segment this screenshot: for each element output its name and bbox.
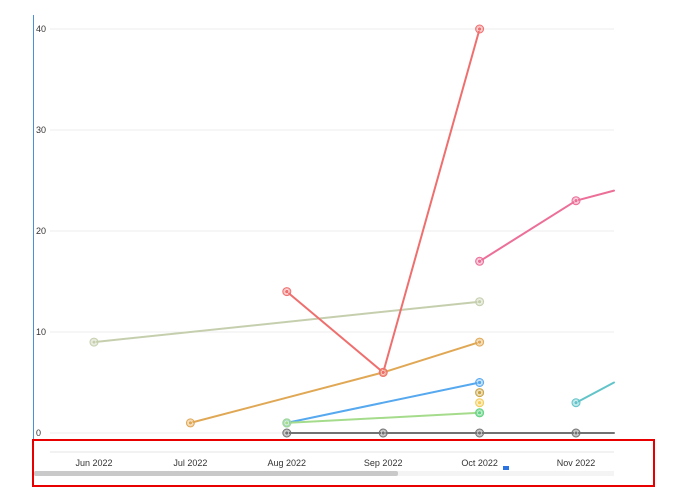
y-tick-label: 10 — [36, 327, 46, 337]
x-tick-label: Sep 2022 — [364, 458, 403, 468]
data-point[interactable] — [477, 299, 482, 304]
data-point[interactable] — [573, 198, 579, 203]
data-point[interactable] — [284, 289, 290, 294]
data-point[interactable] — [477, 26, 482, 32]
x-tick-label: Jun 2022 — [75, 458, 112, 468]
x-tick-label: Jul 2022 — [173, 458, 207, 468]
x-axis-ticks: Jun 2022 Jul 2022 Aug 2022 Sep 2022 Oct 2022… — [75, 458, 595, 468]
series-line-0 — [93, 300, 481, 344]
data-point[interactable] — [573, 430, 579, 436]
horizontal-scrollbar[interactable] — [34, 471, 614, 476]
series-line-6 — [478, 189, 615, 263]
data-point[interactable] — [477, 410, 482, 416]
grid-lines — [50, 28, 614, 453]
x-axis-highlight-box — [32, 439, 655, 487]
series-line-7 — [575, 381, 615, 404]
y-tick-label: 40 — [36, 24, 46, 34]
data-point[interactable] — [477, 400, 482, 405]
range-marker[interactable] — [503, 466, 509, 470]
data-point[interactable] — [188, 420, 193, 426]
y-tick-label: 0 — [36, 428, 41, 438]
y-axis-ticks: 0 10 20 30 40 — [36, 24, 46, 438]
x-tick-label: Nov 2022 — [557, 458, 596, 468]
data-point[interactable] — [477, 390, 482, 395]
y-tick-label: 20 — [36, 226, 46, 236]
data-point[interactable] — [477, 380, 482, 385]
scrollbar-thumb[interactable] — [34, 471, 398, 476]
x-tick-label: Oct 2022 — [461, 458, 498, 468]
data-point[interactable] — [380, 370, 386, 375]
x-tick-label: Aug 2022 — [268, 458, 307, 468]
data-point[interactable] — [477, 430, 482, 436]
series-line-1 — [189, 341, 481, 424]
data-point[interactable] — [573, 400, 579, 405]
data-point[interactable] — [477, 259, 482, 264]
y-tick-label: 30 — [36, 125, 46, 135]
data-point[interactable] — [477, 339, 482, 345]
data-point[interactable] — [91, 339, 97, 345]
series-line-2 — [285, 28, 481, 374]
data-point[interactable] — [284, 430, 290, 436]
y-axis-line — [33, 15, 34, 453]
series-points[interactable] — [89, 24, 581, 438]
series-line-4 — [285, 411, 481, 424]
data-point[interactable] — [380, 430, 386, 436]
series-line-3 — [285, 381, 481, 424]
data-point[interactable] — [284, 420, 290, 426]
